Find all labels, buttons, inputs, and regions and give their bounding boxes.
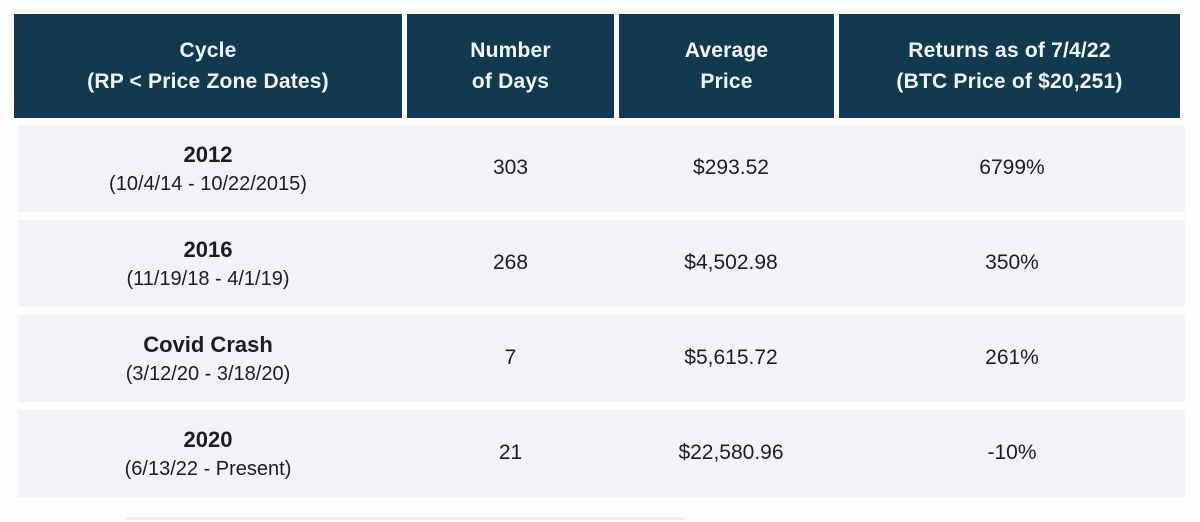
cycle-name: 2016 <box>183 236 233 262</box>
cycle-dates: (11/19/18 - 4/1/19) <box>126 267 290 290</box>
table-row-2020: 2020 (6/13/22 - Present) 21 $22,580.96 -… <box>18 410 1185 497</box>
cycle-name: Covid Crash <box>143 331 273 357</box>
column-header-returns-line2: (BTC Price of $20,251) <box>896 70 1123 93</box>
avg-price-cell: $4,502.98 <box>684 251 778 275</box>
column-header-avg-price: Average Price <box>619 14 834 118</box>
table-row-2012: 2012 (10/4/14 - 10/22/2015) 303 $293.52 … <box>18 125 1185 212</box>
column-header-cycle-line1: Cycle <box>179 39 237 62</box>
cycle-cell: 2012 (10/4/14 - 10/22/2015) <box>18 140 398 198</box>
cycle-name: 2012 <box>183 141 233 167</box>
column-header-avg-price-line1: Average <box>684 39 769 62</box>
table-row-covid-crash: Covid Crash (3/12/20 - 3/18/20) 7 $5,615… <box>18 315 1185 402</box>
cropped-edge-artifact <box>125 517 685 520</box>
cycle-cell: Covid Crash (3/12/20 - 3/18/20) <box>18 330 398 388</box>
column-header-cycle: Cycle (RP < Price Zone Dates) <box>14 14 402 118</box>
returns-cell: -10% <box>987 441 1037 465</box>
avg-price-cell: $5,615.72 <box>684 346 778 370</box>
days-cell: 268 <box>492 251 529 275</box>
cycle-name: 2020 <box>183 426 233 452</box>
table-body: 2012 (10/4/14 - 10/22/2015) 303 $293.52 … <box>18 125 1185 497</box>
cycle-dates: (3/12/20 - 3/18/20) <box>125 362 291 385</box>
column-header-cycle-line2: (RP < Price Zone Dates) <box>87 70 329 93</box>
cycle-cell: 2020 (6/13/22 - Present) <box>18 425 398 483</box>
table-row-2016: 2016 (11/19/18 - 4/1/19) 268 $4,502.98 3… <box>18 220 1185 307</box>
column-header-returns: Returns as of 7/4/22 (BTC Price of $20,2… <box>839 14 1180 118</box>
cycle-dates: (6/13/22 - Present) <box>124 457 292 480</box>
cycle-cell: 2016 (11/19/18 - 4/1/19) <box>18 235 398 293</box>
column-header-days-line1: Number <box>470 39 551 62</box>
days-cell: 7 <box>504 346 517 370</box>
days-cell: 303 <box>492 156 529 180</box>
column-header-days: Number of Days <box>407 14 614 118</box>
table-header-row: Cycle (RP < Price Zone Dates) Number of … <box>14 14 1180 118</box>
returns-cell: 350% <box>985 251 1039 275</box>
days-cell: 21 <box>498 441 523 465</box>
cycle-dates: (10/4/14 - 10/22/2015) <box>109 172 307 195</box>
avg-price-cell: $293.52 <box>693 156 769 180</box>
column-header-days-line2: of Days <box>471 70 550 93</box>
avg-price-cell: $22,580.96 <box>678 441 784 465</box>
returns-cell: 261% <box>985 346 1039 370</box>
column-header-returns-line1: Returns as of 7/4/22 <box>908 39 1111 62</box>
returns-cell: 6799% <box>979 156 1045 180</box>
column-header-avg-price-line2: Price <box>700 70 753 93</box>
